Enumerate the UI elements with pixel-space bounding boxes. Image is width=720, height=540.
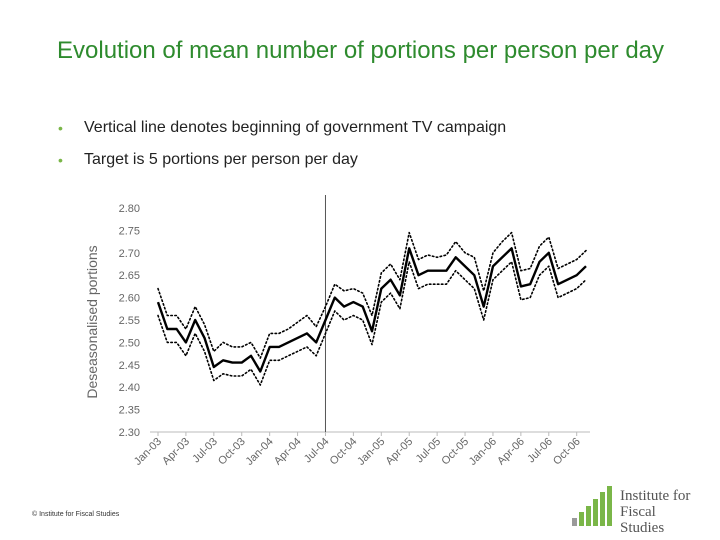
logo-bar — [572, 518, 577, 526]
line-chart: Deseasonalised portions 2.30 2.35 2.40 2.45… — [84, 195, 590, 468]
logo-text: Institute for Fiscal Studies — [620, 488, 702, 536]
bullet-item: • Target is 5 portions per person per da… — [58, 150, 506, 182]
series-line-bound — [157, 261, 587, 386]
y-axis-label: Deseasonalised portions — [84, 245, 100, 398]
y-tick-label: 2.60 — [119, 293, 140, 305]
y-tick-label: 2.65 — [119, 270, 140, 282]
logo-bar — [600, 492, 605, 526]
bullet-dot-icon: • — [58, 120, 63, 136]
slide-title: Evolution of mean number of portions per… — [57, 37, 665, 64]
x-tick-label: Jan-06 — [467, 436, 499, 468]
x-tick-label: Apr-03 — [160, 436, 192, 468]
y-tick-label: 2.55 — [119, 315, 140, 327]
y-tick-label: 2.40 — [119, 382, 140, 394]
x-tick-label: Jan-04 — [244, 436, 276, 468]
x-tick-label: Jul-04 — [302, 436, 332, 466]
logo-bar — [607, 486, 612, 526]
bullet-text: Target is 5 portions per person per day — [84, 151, 358, 168]
bullet-item: • Vertical line denotes beginning of gov… — [58, 118, 506, 150]
logo-line: Institute for — [620, 488, 691, 504]
x-tick-label: Jul-06 — [525, 436, 555, 466]
logo-bar — [593, 499, 598, 526]
y-axis-ticks: 2.30 2.35 2.40 2.45 2.50 2.55 2.60 2.65 2.70 2.75… — [119, 203, 140, 439]
logo-line: Fiscal Studies — [620, 504, 665, 536]
x-tick-label: Jul-05 — [414, 436, 444, 466]
ifs-logo: Institute for Fiscal Studies — [572, 486, 702, 536]
bullet-text: Vertical line denotes beginning of gover… — [84, 119, 507, 136]
x-tick-label: Jan-05 — [355, 436, 387, 468]
bullet-dot-icon: • — [58, 152, 63, 168]
bullet-list: • Vertical line denotes beginning of gov… — [58, 118, 506, 182]
y-tick-label: 2.50 — [119, 337, 140, 349]
x-tick-label: Apr-04 — [272, 436, 304, 468]
y-tick-label: 2.70 — [119, 248, 140, 260]
x-tick-label: Oct-04 — [328, 436, 360, 468]
y-tick-label: 2.80 — [119, 203, 140, 215]
series-line-mean — [156, 247, 587, 373]
x-tick-label: Oct-05 — [439, 436, 471, 468]
x-tick-label: Apr-05 — [383, 436, 415, 468]
logo-bar — [586, 506, 591, 526]
x-tick-label: Oct-03 — [216, 436, 248, 468]
copyright-footer: © Institute for Fiscal Studies — [32, 511, 120, 518]
y-tick-label: 2.45 — [119, 360, 140, 372]
series-line-bound — [157, 231, 587, 359]
series-group — [156, 231, 587, 386]
x-axis-ticks: Jan-03Apr-03Jul-03Oct-03Jan-04Apr-04Jul-… — [132, 432, 583, 468]
y-tick-label: 2.35 — [119, 405, 140, 417]
logo-bar — [579, 512, 584, 526]
y-tick-label: 2.75 — [119, 225, 140, 237]
x-tick-label: Jul-03 — [190, 436, 220, 466]
x-tick-label: Apr-06 — [495, 436, 527, 468]
x-tick-label: Oct-06 — [551, 436, 583, 468]
x-tick-label: Jan-03 — [132, 436, 164, 468]
y-tick-label: 2.30 — [119, 427, 140, 439]
